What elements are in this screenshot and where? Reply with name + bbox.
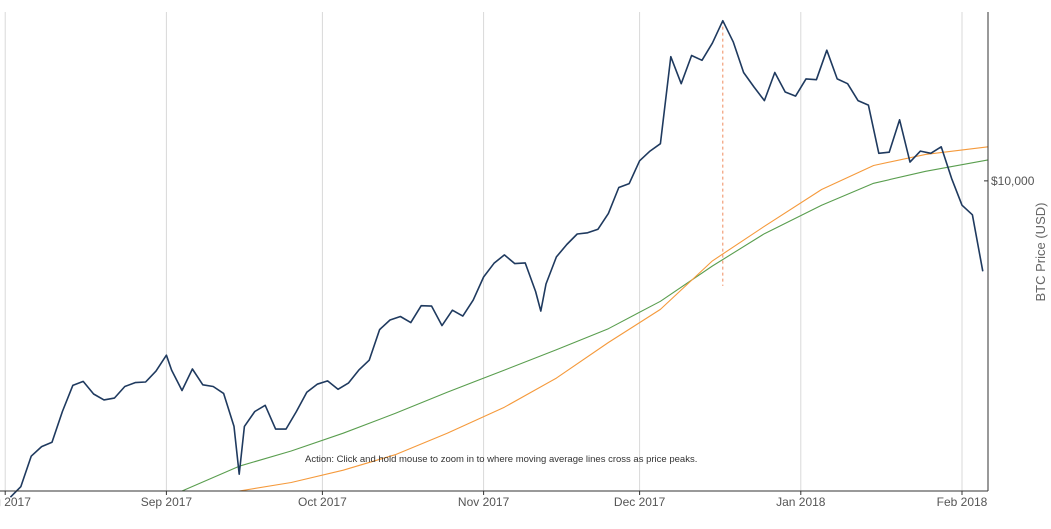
moving-average-line-orange [239,146,989,492]
x-tick-label-0: Aug 2017 [0,495,31,509]
moving-average-line-green [181,159,989,492]
y-tick-label-0: $10,000 [991,174,1035,188]
x-tick-label-1: Sep 2017 [141,495,193,509]
x-tick-label-3: Nov 2017 [458,495,510,509]
x-tick-label-5: Jan 2018 [776,495,826,509]
y-axis-ticks: $10,000 [984,174,1035,188]
chart-annotation: Action: Click and hold mouse to zoom in … [305,454,697,465]
x-tick-label-2: Oct 2017 [298,495,347,509]
y-axis-label: BTC Price (USD) [1033,203,1048,302]
x-tick-label-4: Dec 2017 [614,495,666,509]
price-line [9,19,984,498]
x-axis-ticks: Aug 2017 Sep 2017 Oct 2017 Nov 2017 Dec 2017… [0,491,988,509]
x-tick-label-6: Feb 2018 [937,495,988,509]
series-layer [9,19,989,498]
vertical-gridlines [4,12,963,491]
